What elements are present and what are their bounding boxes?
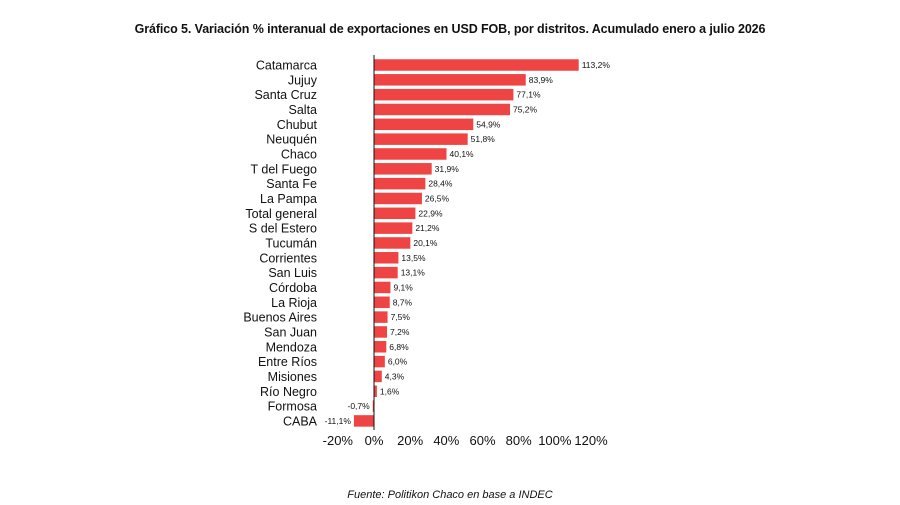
category-label: Chaco — [281, 147, 317, 161]
bar — [374, 88, 514, 101]
bar — [374, 118, 474, 131]
bar — [374, 177, 426, 190]
x-tick-label: -20% — [323, 433, 354, 448]
category-label: Formosa — [268, 400, 317, 414]
category-label: San Luis — [268, 266, 317, 280]
bar — [374, 133, 468, 145]
category-label: S del Estero — [249, 222, 317, 236]
value-label: 40,1% — [450, 149, 475, 159]
value-label: 6,0% — [388, 357, 408, 367]
chart-title: Gráfico 5. Variación % interanual de exp… — [134, 22, 766, 36]
value-label: 4,3% — [385, 371, 405, 381]
value-label: 13,1% — [401, 268, 426, 278]
category-label: Córdoba — [269, 281, 317, 295]
value-label: 54,9% — [476, 119, 501, 129]
x-tick-label: 0% — [365, 433, 384, 448]
value-label: 7,5% — [391, 312, 411, 322]
x-tick-label: 20% — [397, 433, 423, 448]
value-label: -0,7% — [348, 401, 371, 411]
bar — [374, 59, 579, 71]
category-label: San Juan — [264, 325, 317, 339]
bar — [353, 415, 374, 427]
category-label: CABA — [283, 414, 318, 428]
x-tick-label: 120% — [574, 433, 608, 448]
bar — [374, 370, 382, 383]
value-label: 28,4% — [428, 179, 453, 189]
bar — [374, 103, 510, 116]
category-label: La Pampa — [260, 192, 317, 206]
category-label: Tucumán — [265, 236, 317, 250]
bar — [374, 281, 391, 294]
value-label: 51,8% — [471, 134, 496, 144]
source-note: Fuente: Politikon Chaco en base a INDEC — [347, 489, 553, 501]
bar — [374, 237, 411, 249]
bar — [374, 326, 388, 338]
value-label: 22,9% — [418, 208, 443, 218]
category-label: Total general — [245, 207, 317, 221]
x-tick-label: 60% — [469, 433, 495, 448]
value-label: 31,9% — [435, 164, 460, 174]
bar — [374, 385, 377, 398]
value-label: 113,2% — [582, 60, 611, 70]
value-label: -11,1% — [325, 416, 352, 426]
bar — [374, 296, 390, 309]
value-label: 6,8% — [389, 342, 409, 352]
x-tick-label: 40% — [433, 433, 459, 448]
bar — [374, 341, 387, 353]
value-label: 21,2% — [415, 223, 440, 233]
value-label: 20,1% — [413, 238, 438, 248]
category-label: Corrientes — [259, 251, 317, 265]
bar — [374, 252, 399, 264]
bar — [374, 266, 398, 279]
value-label: 7,2% — [390, 327, 410, 337]
bar — [374, 311, 388, 323]
category-label: Río Negro — [260, 385, 317, 399]
bar — [374, 355, 385, 368]
category-label: Misiones — [268, 370, 317, 384]
category-label: Jujuy — [288, 73, 318, 87]
bar — [374, 207, 416, 220]
value-label: 83,9% — [529, 75, 554, 85]
value-label: 75,2% — [513, 104, 538, 114]
value-label: 26,5% — [425, 193, 450, 203]
category-label: Catamarca — [256, 59, 317, 73]
category-label: Mendoza — [266, 340, 317, 354]
category-label: Entre Ríos — [258, 355, 317, 369]
category-label: T del Fuego — [251, 162, 318, 176]
x-tick-label: 80% — [506, 433, 532, 448]
category-label: Santa Cruz — [254, 88, 317, 102]
bar — [374, 163, 432, 175]
category-label: Buenos Aires — [243, 311, 317, 325]
bar — [374, 192, 422, 205]
bar — [374, 74, 526, 86]
value-label: 1,6% — [380, 386, 400, 396]
bar — [372, 400, 374, 412]
category-label: Chubut — [277, 118, 318, 132]
value-label: 77,1% — [516, 90, 541, 100]
category-label: Santa Fe — [266, 177, 317, 191]
bar — [374, 148, 447, 160]
value-label: 9,1% — [393, 282, 413, 292]
value-label: 13,5% — [401, 253, 426, 263]
category-label: La Rioja — [271, 296, 317, 310]
x-tick-label: 100% — [538, 433, 572, 448]
value-label: 8,7% — [393, 297, 413, 307]
category-label: Neuquén — [266, 133, 317, 147]
bar — [374, 222, 413, 234]
category-label: Salta — [289, 103, 318, 117]
